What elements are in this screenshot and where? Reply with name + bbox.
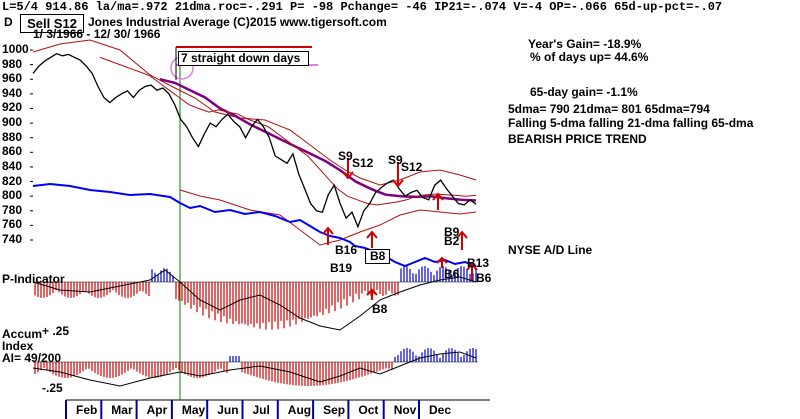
- y-tick-label: 980: [2, 56, 23, 71]
- sell-signal-badge: Sell S12: [20, 14, 84, 33]
- signal-b19: B19: [330, 261, 353, 275]
- date-range: 1/ 3/1966 - 12/ 30/ 1966: [33, 27, 161, 41]
- y-axis-ticks: [30, 49, 33, 241]
- x-tick-label: Dec: [429, 403, 452, 417]
- pct-days-up: % of days up= 44.6%: [530, 50, 649, 64]
- signal-arrows: [322, 158, 478, 300]
- ma21-line: [99, 56, 477, 206]
- chart-title: Jones Industrial Average (C)2015 www.tig…: [88, 15, 387, 29]
- falling-mas: Falling 5-dma falling 21-dma falling 65-…: [508, 116, 754, 130]
- accum-index-line: [32, 351, 477, 387]
- ai-label: AI= 49/200: [2, 351, 62, 365]
- y-tick-label: 880: [2, 129, 23, 144]
- p-indicator-bars: [34, 266, 477, 330]
- x-tick-label: Nov: [393, 403, 417, 417]
- x-tick-label: Jul: [252, 403, 270, 417]
- signal-b8-b: B8: [372, 302, 388, 316]
- ma65-line: [159, 77, 477, 202]
- accum-index-bars: [34, 348, 477, 386]
- signal-b13: B13: [467, 256, 490, 270]
- price-line: [32, 52, 477, 229]
- signal-b2: B2: [444, 234, 460, 248]
- signal-s9-b: S9: [388, 153, 403, 167]
- upper-band: [32, 39, 477, 186]
- y-tick-label: 920: [2, 100, 23, 115]
- signal-b8: B8: [365, 249, 391, 264]
- x-tick-label: Apr: [146, 403, 168, 417]
- p-indicator-line: [32, 269, 477, 331]
- y-tick-label: 900: [2, 115, 23, 130]
- y-tick-label: 860: [2, 144, 23, 159]
- signal-b6-b: B6: [476, 271, 492, 285]
- ad-line: [32, 182, 477, 268]
- x-tick-label: Aug: [287, 403, 312, 417]
- index-label: Index: [2, 339, 34, 353]
- y-tick-label: 960: [2, 71, 23, 86]
- accum-plus: + .25: [42, 324, 70, 338]
- moving-averages: 5dma= 790 21dma= 801 65dma=794: [508, 102, 710, 116]
- accum-minus: -.25: [42, 381, 63, 395]
- years-gain: Year's Gain= -18.9%: [528, 37, 642, 51]
- straight-down-label: 7 straight down days: [178, 51, 310, 66]
- p-indicator-label: P-Indicator: [2, 272, 65, 286]
- y-tick-label: 940: [2, 85, 23, 100]
- y-tick-label: 820: [2, 173, 23, 188]
- accum-label: Accum: [2, 327, 43, 341]
- y-tick-label: 800: [2, 188, 23, 203]
- lower-band: [179, 189, 477, 246]
- title-prefix: D: [4, 15, 13, 29]
- x-tick-label: Feb: [76, 403, 98, 417]
- x-tick-label: May: [181, 403, 206, 417]
- signal-b9: B9: [444, 225, 460, 239]
- gain-65d: 65-day gain= -1.1%: [530, 85, 638, 99]
- y-tick-label: 1000: [2, 42, 29, 56]
- x-tick-label: Jun: [217, 403, 239, 417]
- x-tick-label: Sep: [323, 403, 346, 417]
- x-tick-label: Oct: [358, 403, 379, 417]
- y-tick-label: 740: [2, 232, 23, 246]
- x-tick-label: Mar: [111, 403, 133, 417]
- y-tick-label: 840: [2, 158, 23, 173]
- header-stats: L=5/4 914.86 la/ma=.972 21dma.roc=-.291 …: [2, 0, 723, 14]
- signal-b6: B6: [444, 267, 460, 281]
- trend-label: BEARISH PRICE TREND: [508, 132, 647, 146]
- signal-s9: S9: [338, 149, 353, 163]
- y-tick-label: 780: [2, 202, 23, 217]
- signal-s12-b: S12: [401, 160, 423, 174]
- x-axis-ticks: [65, 400, 420, 419]
- signal-s12: S12: [352, 156, 374, 170]
- signal-b16: B16: [335, 243, 358, 257]
- nyse-ad-label: NYSE A/D Line: [508, 243, 593, 257]
- y-tick-label: 760: [2, 217, 23, 232]
